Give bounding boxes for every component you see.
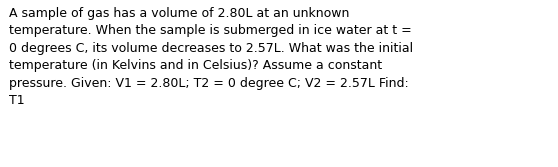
Text: A sample of gas has a volume of 2.80L at an unknown
temperature. When the sample: A sample of gas has a volume of 2.80L at… <box>9 7 413 107</box>
